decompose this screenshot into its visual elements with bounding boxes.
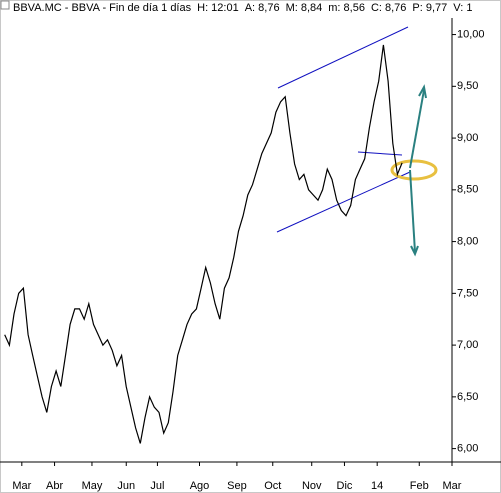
x-tick-label: Jul xyxy=(150,480,164,492)
x-tick-label: Feb xyxy=(410,480,429,492)
y-tick-label: 6,50 xyxy=(457,391,478,403)
y-tick-label: 7,00 xyxy=(457,339,478,351)
x-tick-label: Sep xyxy=(227,480,247,492)
header-stat: m: 8,56 xyxy=(328,2,365,14)
x-tick-label: Mar xyxy=(443,480,462,492)
x-tick-label: Mar xyxy=(12,480,31,492)
y-tick-label: 8,50 xyxy=(457,184,478,196)
arrow-down-head xyxy=(410,245,419,257)
header-stat: C: 8,76 xyxy=(371,2,406,14)
highlight-ellipse xyxy=(390,159,438,181)
header-stat: V: 1 xyxy=(453,2,472,14)
x-tick-label: Jun xyxy=(117,480,135,492)
price-line xyxy=(4,44,403,444)
x-tick-label: Dic xyxy=(337,480,353,492)
chart-title: BBVA.MC - BBVA - Fin de día 1 días xyxy=(13,2,192,14)
y-tick-label: 8,00 xyxy=(457,235,478,247)
y-tick-label: 10,00 xyxy=(457,28,485,40)
header-stat: P: 9,77 xyxy=(412,2,447,14)
x-tick-label: Ago xyxy=(190,480,210,492)
y-tick-label: 9,50 xyxy=(457,80,478,92)
arrow-up xyxy=(409,89,425,169)
header-stat: A: 8,76 xyxy=(245,2,280,14)
header: BBVA.MC - BBVA - Fin de día 1 días H: 12… xyxy=(0,0,472,14)
x-tick-label: Oct xyxy=(264,480,281,492)
x-tick-label: Abr xyxy=(46,480,63,492)
x-tick-label: Nov xyxy=(302,480,322,492)
y-tick-label: 9,00 xyxy=(457,132,478,144)
header-stat: H: 12:01 xyxy=(197,2,239,14)
x-tick-label: May xyxy=(82,480,103,492)
annotations xyxy=(276,26,438,257)
arrow-down xyxy=(409,169,416,253)
header-icon xyxy=(0,0,10,10)
y-tick-label: 6,00 xyxy=(457,443,478,455)
header-stat: M: 8,84 xyxy=(286,2,323,14)
channel-lower xyxy=(276,171,411,233)
channel-upper xyxy=(277,26,409,89)
x-tick-label: 14 xyxy=(371,480,383,492)
y-tick-label: 7,50 xyxy=(457,287,478,299)
arrow-up-head xyxy=(418,84,427,99)
